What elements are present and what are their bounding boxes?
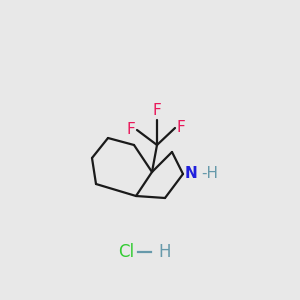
Text: -H: -H — [201, 167, 218, 182]
Text: Cl: Cl — [118, 243, 134, 261]
Text: F: F — [153, 103, 161, 118]
Text: H: H — [158, 243, 170, 261]
Text: F: F — [177, 121, 186, 136]
Text: N: N — [185, 167, 198, 182]
Text: F: F — [126, 122, 135, 137]
